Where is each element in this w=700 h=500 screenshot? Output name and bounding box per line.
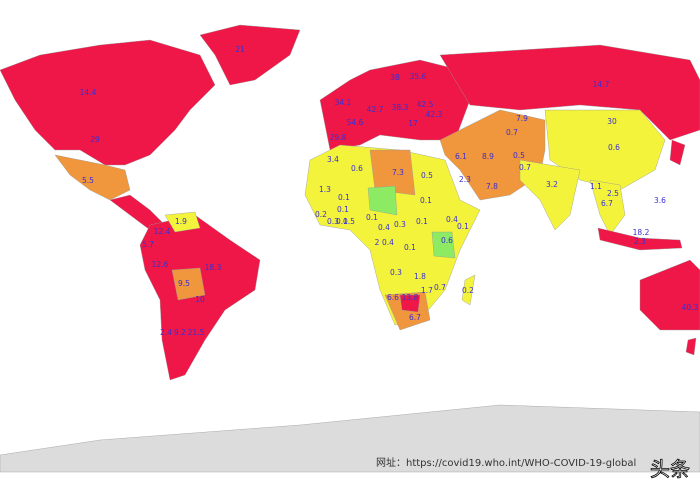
region-label: 0.6 [351,164,363,173]
region-label: 2.3 [634,237,646,246]
region-label: 7.9 [516,114,528,123]
region-label: 13.8 [402,293,419,302]
libya [369,149,416,196]
region-label: 8.9 [482,152,494,161]
north-america [0,39,216,166]
region-label: 2.5 [607,189,619,198]
region-label: 12.6 [152,260,169,269]
region-label: 0.1 [366,213,378,222]
madagascar [461,274,476,306]
southeast-asia [589,179,626,236]
region-label: 1.7 [421,286,433,295]
region-label: 0.7 [519,163,531,172]
watermark: 头条 [650,457,690,481]
region-label: 29.8 [330,133,347,142]
region-label: 3.6 [654,196,666,205]
region-label: 2 [375,238,380,247]
region-label: 35.6 [410,72,427,81]
region-label: 0.3 [394,220,406,229]
region-label: 0.5 [513,151,525,160]
region-label: 10 [195,295,205,304]
region-label: 54.6 [347,118,364,127]
region-label: 38 [390,73,400,82]
region-label: 21 [235,45,245,54]
region-label: 0.7 [434,283,446,292]
region-label: 42.5 [417,100,434,109]
region-label: 0.1 [420,196,432,205]
region-label: 6.7 [601,199,613,208]
region-label: 7.8 [486,182,498,191]
chad [367,185,398,216]
region-label: 5.5 [82,176,94,185]
region-label: 18.2 [633,228,650,237]
region-label: 18.3 [205,263,222,272]
region-label: 6.6 [387,293,399,302]
region-label: 0.1 [416,217,428,226]
region-label: 0.5 [343,217,355,226]
new-zealand [685,337,697,356]
footer: 网址：https://covid19.who.int/WHO-COVID-19-… [376,456,636,469]
region-label: 0.5 [421,171,433,180]
region-label: 2.4 [160,328,172,337]
region-label: 0.4 [378,223,390,232]
region-label: 6.7 [409,313,421,322]
region-label: 9.2 [174,328,186,337]
india [519,159,581,231]
region-label: 0.4 [446,215,458,224]
region-label: 3.2 [546,180,558,189]
region-label: 42.3 [426,110,443,119]
region-label: 29 [90,135,100,144]
antarctica [0,404,700,473]
region-label: 14.7 [593,80,610,89]
labels: 21 14.4 29 5.5 12.4 1.9 5.7 12.6 9.5 18.3 10 2.4 9.2… [80,45,699,337]
region-label: 38.3 [392,103,409,112]
region-label: 12.4 [154,227,171,236]
region-label: 6.1 [455,152,467,161]
region-label: 9.5 [178,279,190,288]
region-label: 40.3 [682,303,699,312]
region-label: 1.9 [175,217,187,226]
region-label: 0.3 [327,217,339,226]
region-label: 14.4 [80,88,97,97]
mexico [54,154,131,201]
region-label: 7.3 [392,168,404,177]
russia [439,44,700,141]
australia [639,259,700,331]
bolivia [171,267,206,301]
region-label: 21.5 [188,328,205,337]
region-label: 0.7 [506,128,518,137]
region-label: 0.2 [462,286,474,295]
japan [669,139,686,166]
south-africa-core [399,294,421,313]
region-label: 0.4 [382,238,394,247]
venezuela [164,211,201,233]
region-label: 5.7 [142,240,154,249]
region-label: 17 [408,119,418,128]
region-label: 2.3 [459,175,471,184]
region-label: 42.7 [367,105,384,114]
region-label: 0.6 [608,143,620,152]
region-label: 0.1 [337,205,349,214]
greenland [199,24,301,86]
south-america [139,214,261,381]
region-label: 0.1 [336,217,348,226]
region-label: 1.1 [590,182,602,191]
region-label: 0.3 [390,268,402,277]
region-label: 0.1 [457,222,469,231]
land [0,24,700,473]
region-label: 34.1 [335,98,352,107]
region-label: 1.3 [319,185,331,194]
region-label: 1.8 [414,272,426,281]
region-label: 0.6 [441,236,453,245]
region-label: 0.1 [338,193,350,202]
region-label: 30 [607,117,617,126]
region-label: 0.1 [404,243,416,252]
region-label: 0.2 [315,210,327,219]
indonesia [597,227,683,251]
tanzania [431,231,456,259]
africa [304,144,481,326]
region-label: 3.4 [327,155,339,164]
